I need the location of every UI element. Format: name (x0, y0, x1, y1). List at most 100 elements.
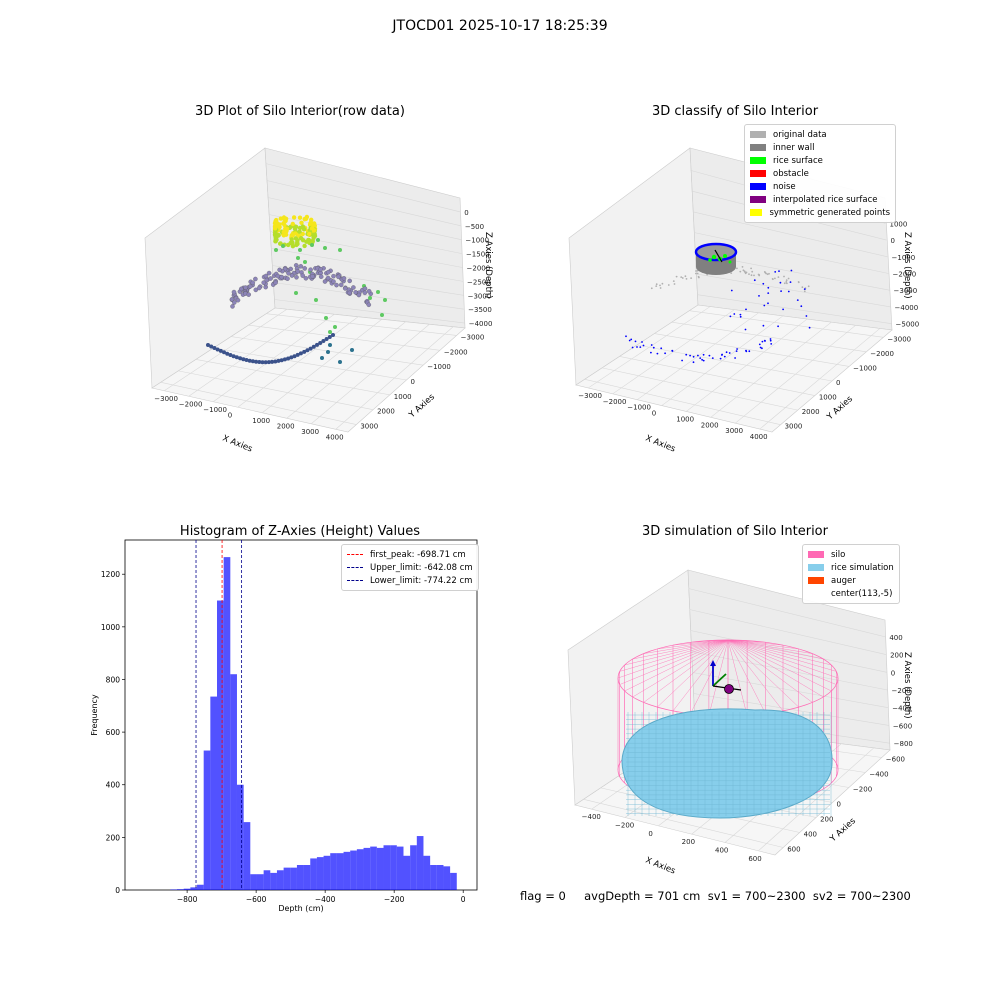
histogram-bar (396, 846, 404, 890)
z-tick-label: −2000 (893, 271, 917, 279)
x-tick-label: −600 (246, 895, 267, 904)
data-point (298, 248, 302, 252)
data-point (299, 220, 304, 225)
y-tick-label: 1200 (101, 570, 120, 579)
legend-label: symmetric generated points (769, 207, 890, 218)
data-point (762, 324, 765, 327)
data-point (733, 313, 736, 315)
data-point (753, 279, 756, 282)
z-tick-label: −3000 (468, 292, 492, 300)
legend-swatch-interpolated (750, 196, 766, 203)
data-point (324, 337, 329, 341)
data-point (739, 315, 742, 318)
silo-wire (727, 639, 813, 703)
data-point (758, 274, 761, 277)
data-point (366, 288, 372, 294)
data-point (630, 338, 633, 341)
data-point (763, 304, 766, 307)
data-point (263, 360, 268, 365)
y-tick-label: −2000 (870, 350, 894, 358)
data-point (800, 305, 803, 308)
data-point (290, 240, 295, 245)
data-point (293, 236, 299, 241)
y-tick-label: −1000 (427, 363, 451, 371)
z-tick-label: −2000 (467, 265, 491, 273)
data-point (743, 270, 746, 273)
legend-label: Upper_limit: -642.08 cm (370, 562, 473, 573)
plot2-xlabel: X Axies (644, 434, 677, 455)
data-point (808, 326, 811, 329)
data-point (303, 276, 309, 281)
data-point (376, 290, 380, 294)
silo-wire (727, 639, 784, 712)
histogram-bar (296, 865, 304, 890)
status-footer: flag = 0 avgDepth = 701 cm sv1 = 700~230… (520, 889, 911, 903)
data-point (316, 238, 320, 242)
data-point (684, 275, 687, 278)
x-tick-label: −200 (384, 895, 405, 904)
x-tick-label: 4000 (750, 433, 768, 441)
data-point (322, 279, 328, 284)
data-point (641, 341, 643, 343)
data-point (762, 282, 765, 285)
data-point (277, 267, 282, 273)
data-point (685, 278, 688, 280)
z-tick-label: 400 (889, 634, 902, 642)
silo-wire (727, 639, 799, 650)
data-point (639, 346, 642, 348)
data-point (362, 290, 368, 296)
plot3-ylabel: Frequency (90, 694, 99, 736)
data-point (230, 304, 235, 309)
data-point (748, 350, 751, 353)
data-point (331, 279, 336, 284)
legend-line-first-peak (347, 554, 363, 555)
data-point (383, 298, 387, 302)
data-point (300, 224, 306, 229)
y-tick-label: 600 (106, 728, 121, 737)
data-point (309, 217, 314, 222)
data-point (739, 270, 742, 273)
data-point (719, 357, 722, 360)
histogram-bar (316, 857, 324, 890)
data-point (282, 231, 288, 237)
data-point (347, 278, 352, 284)
data-point (275, 273, 281, 279)
data-point (314, 298, 318, 302)
x-tick-label: 1000 (252, 417, 270, 425)
data-point (723, 355, 726, 358)
y-tick-label: 1000 (394, 393, 412, 401)
data-point (690, 277, 692, 279)
histogram-bar (370, 846, 377, 890)
data-point (266, 270, 272, 276)
histogram-bar (283, 867, 291, 890)
data-point (285, 276, 290, 281)
data-point (797, 281, 800, 284)
data-point (286, 242, 291, 248)
data-point (758, 295, 760, 297)
z-tick-label: 0 (464, 209, 468, 217)
data-point (291, 215, 297, 220)
data-point (628, 339, 631, 342)
data-point (218, 348, 223, 353)
x-tick-label: −1000 (627, 404, 651, 412)
data-point (772, 278, 774, 281)
data-point (289, 237, 294, 242)
histogram-bar (303, 865, 311, 890)
data-point (238, 356, 243, 361)
x-tick-label: −400 (315, 895, 336, 904)
data-point (272, 226, 278, 231)
data-point (206, 343, 210, 347)
data-point (331, 333, 335, 337)
histogram-bar (356, 849, 364, 890)
silo-wire (727, 639, 748, 716)
data-point (338, 282, 344, 288)
y-tick-label: 1000 (101, 623, 120, 632)
data-point (650, 287, 653, 290)
z-tick-label: 0 (891, 669, 895, 677)
silo-wire (727, 639, 837, 672)
data-point (770, 343, 773, 345)
data-point (311, 228, 317, 233)
plot1-xlabel: X Axies (221, 434, 254, 455)
data-point (298, 351, 303, 356)
data-point (270, 359, 275, 364)
